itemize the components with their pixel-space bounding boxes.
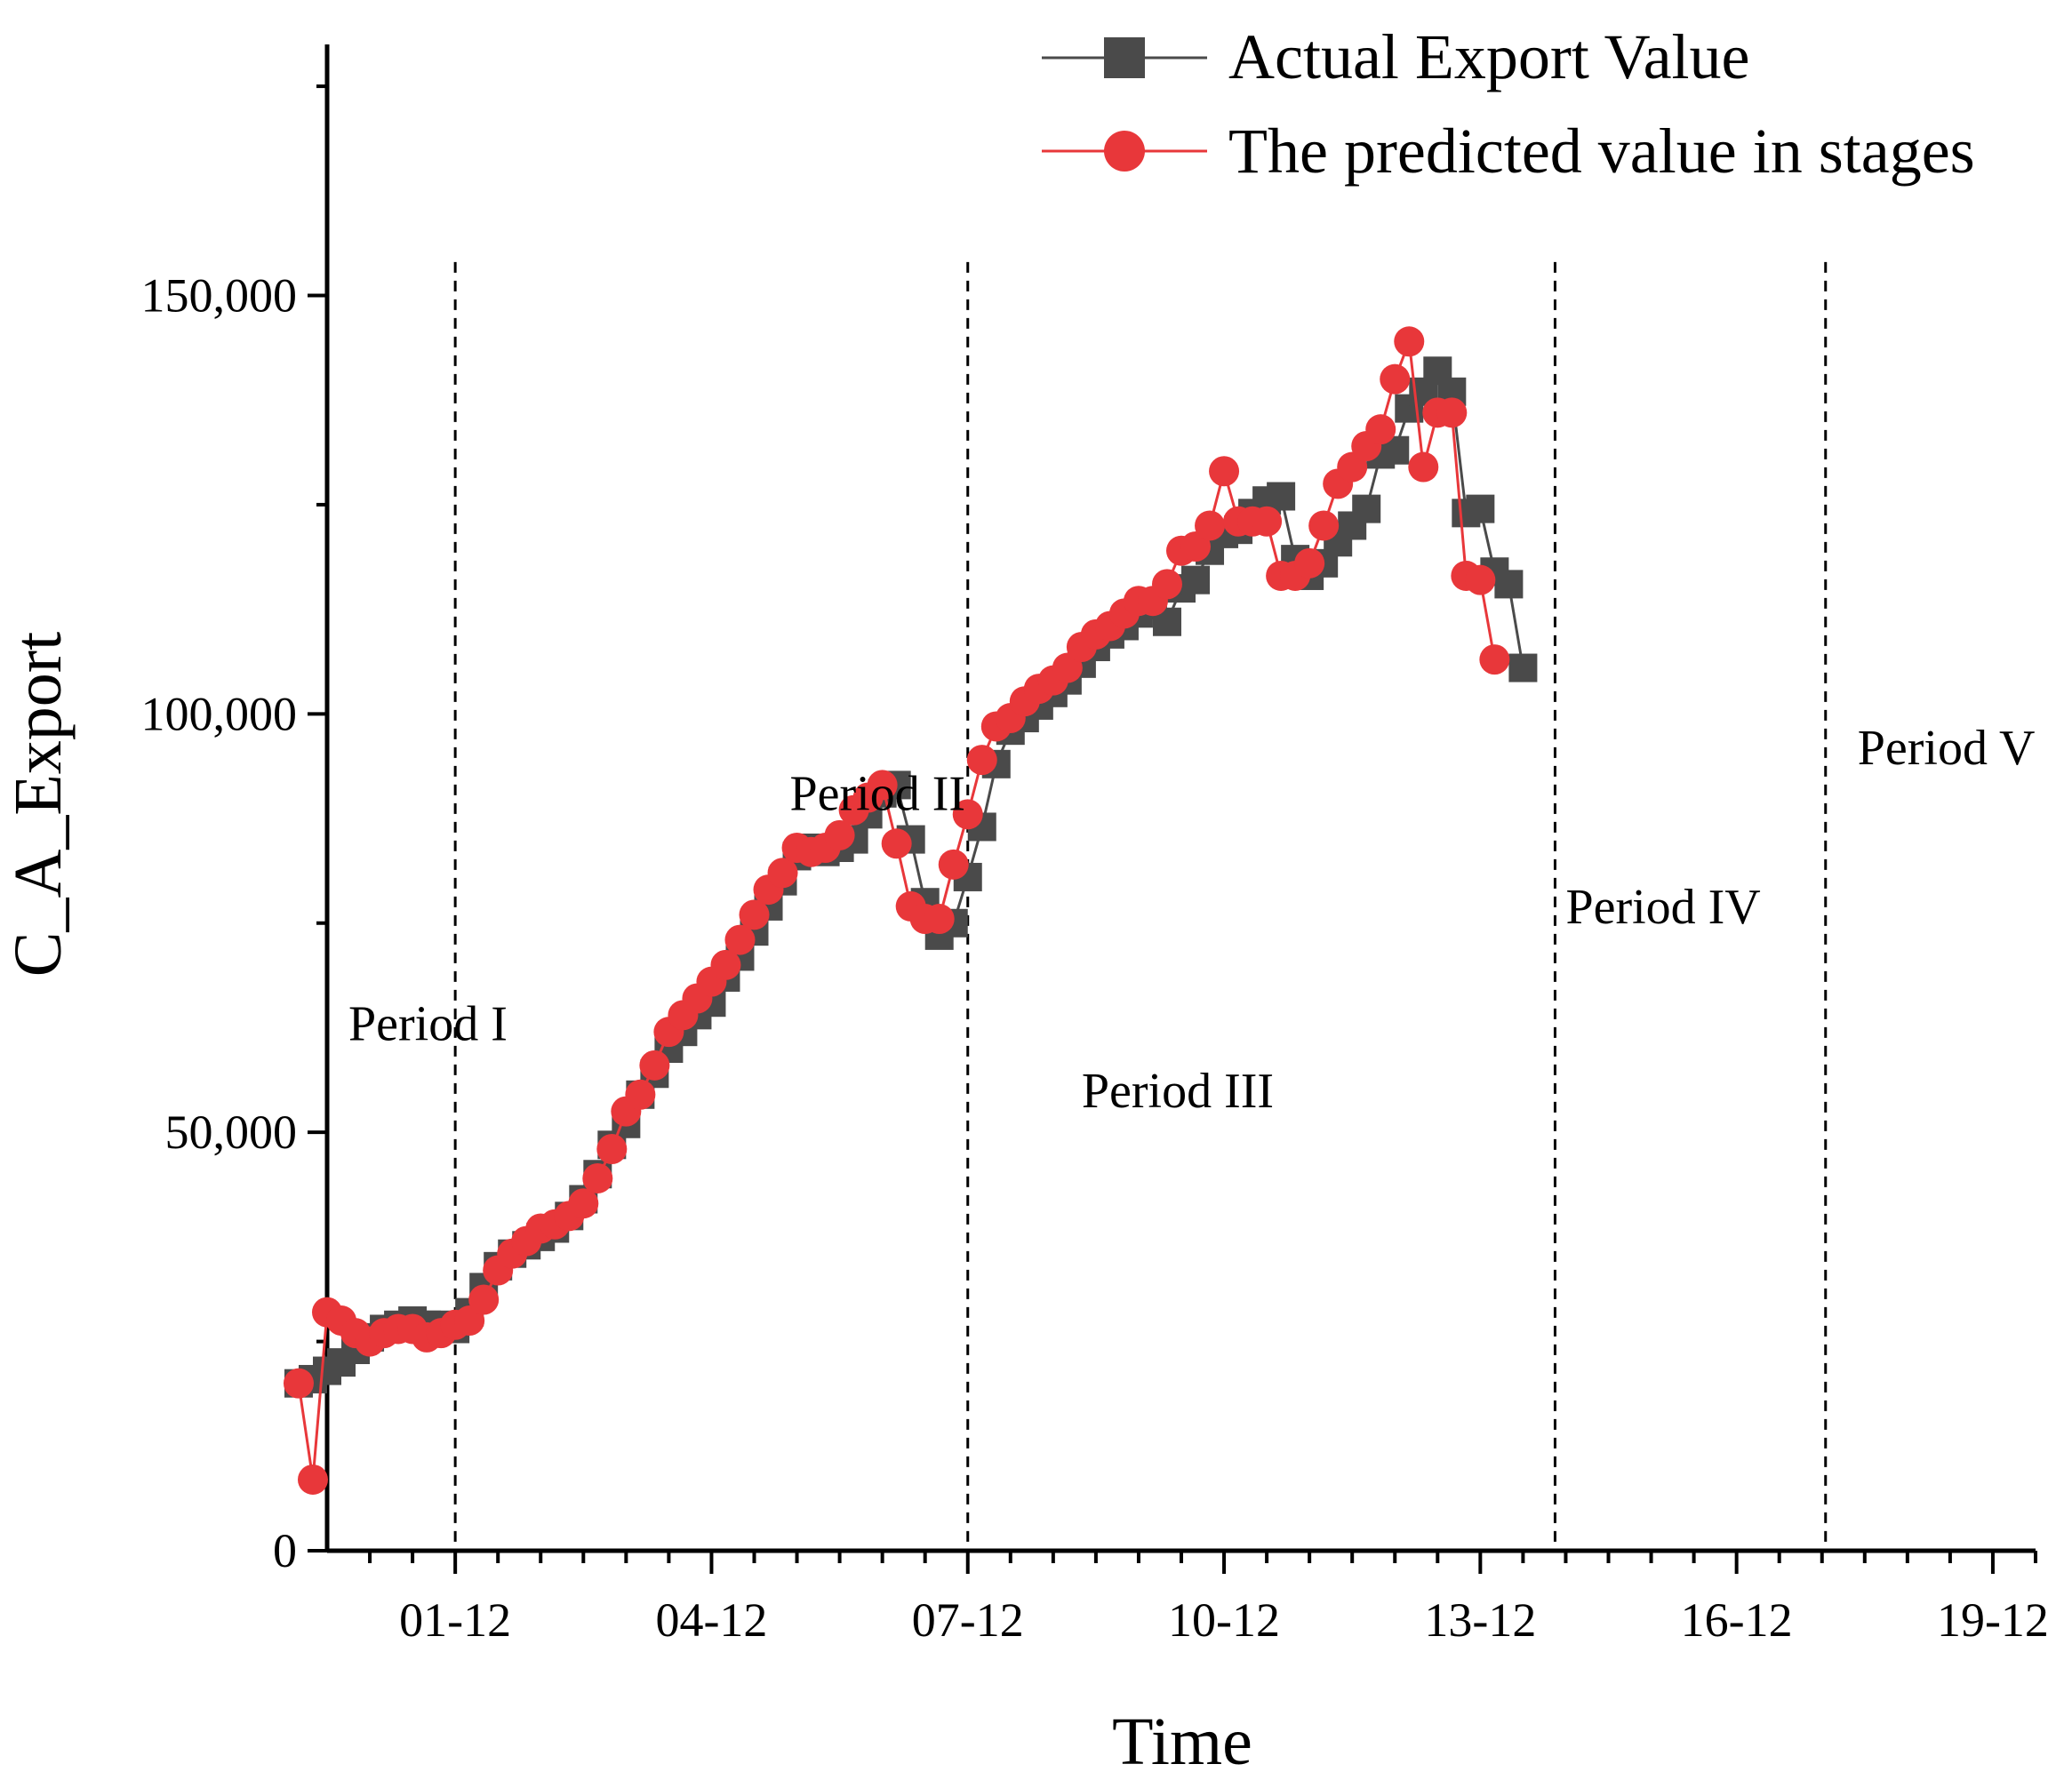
predicted-data-point: [1252, 506, 1283, 537]
predicted-data-point: [1195, 510, 1226, 541]
period-label-group: Period I Period II Period III Period IV Peri…: [348, 721, 2035, 1119]
actual-data-point: [1494, 570, 1524, 599]
actual-data-point: [1352, 494, 1381, 523]
predicted-data-point: [1151, 569, 1182, 600]
x-tick-label: 07-12: [912, 1593, 1024, 1647]
predicted-data-point: [767, 858, 798, 889]
predicted-data-point: [867, 770, 898, 801]
predicted-data-point: [1209, 456, 1240, 487]
actual-data-point: [1181, 565, 1211, 595]
axes-group: 0 50,000 100,000 150,000 01-12 04-12 07-12 10-1…: [141, 44, 2049, 1647]
x-axis-title: Time: [1112, 1704, 1252, 1779]
period-label: Period III: [1082, 1064, 1274, 1119]
predicted-data-point: [824, 819, 855, 850]
predicted-data-point: [468, 1284, 500, 1315]
legend-marker-square: [1104, 37, 1145, 78]
period-label: Period I: [348, 997, 508, 1052]
x-tick-label: 04-12: [655, 1593, 767, 1647]
legend-item-predicted: The predicted value in stages: [1042, 116, 1975, 187]
predicted-data-point: [952, 799, 983, 830]
predicted-data-point: [739, 899, 770, 930]
predicted-data-point: [724, 924, 756, 955]
predicted-data-point: [582, 1162, 613, 1193]
x-tick-label: 13-12: [1424, 1593, 1536, 1647]
predicted-data-point: [1408, 451, 1439, 483]
x-tick-label: 10-12: [1168, 1593, 1280, 1647]
predicted-data-point: [596, 1134, 628, 1164]
predicted-data-point: [924, 904, 955, 935]
y-tick-label: 150,000: [141, 269, 298, 323]
period-label: Period V: [1858, 721, 2036, 776]
predicted-data-point: [568, 1188, 599, 1219]
y-tick-label: 100,000: [141, 687, 298, 740]
period-label: Period II: [790, 767, 966, 822]
predicted-data-point: [938, 849, 969, 880]
y-axis-title: C_A_Export: [1, 632, 76, 977]
predicted-data-point: [1308, 510, 1340, 541]
predicted-data-point: [1380, 363, 1411, 395]
predicted-data-point: [297, 1464, 328, 1495]
predicted-data-point: [639, 1050, 670, 1081]
predicted-data-point: [625, 1079, 656, 1110]
x-tick-label: 19-12: [1937, 1593, 2049, 1647]
y-tick-label: 50,000: [165, 1106, 298, 1159]
y-tick-label: 0: [273, 1524, 297, 1577]
predicted-data-point: [966, 745, 997, 776]
predicted-data-point: [1436, 397, 1468, 428]
series-group: [283, 326, 1538, 1495]
predicted-data-point: [1294, 547, 1325, 579]
actual-data-point: [1508, 653, 1538, 682]
predicted-data-point: [283, 1368, 314, 1399]
predicted-data-point: [710, 949, 741, 980]
x-tick-label: 01-12: [399, 1593, 511, 1647]
legend-label-actual: Actual Export Value: [1228, 21, 1750, 92]
predicted-data-point: [1479, 644, 1510, 675]
period-label: Period IV: [1565, 880, 1760, 935]
legend-marker-circle: [1104, 131, 1145, 172]
legend-item-actual: Actual Export Value: [1042, 21, 1750, 92]
x-tick-label: 16-12: [1681, 1593, 1793, 1647]
actual-data-point: [1466, 494, 1495, 523]
predicted-data-point: [1365, 414, 1396, 445]
actual-data-point: [1267, 482, 1296, 511]
predicted-data-point: [1394, 326, 1425, 357]
predicted-data-point: [1465, 564, 1496, 595]
predicted-data-point: [881, 828, 912, 859]
legend: Actual Export Value The predicted value …: [1042, 21, 1975, 187]
legend-label-predicted: The predicted value in stages: [1228, 116, 1975, 187]
